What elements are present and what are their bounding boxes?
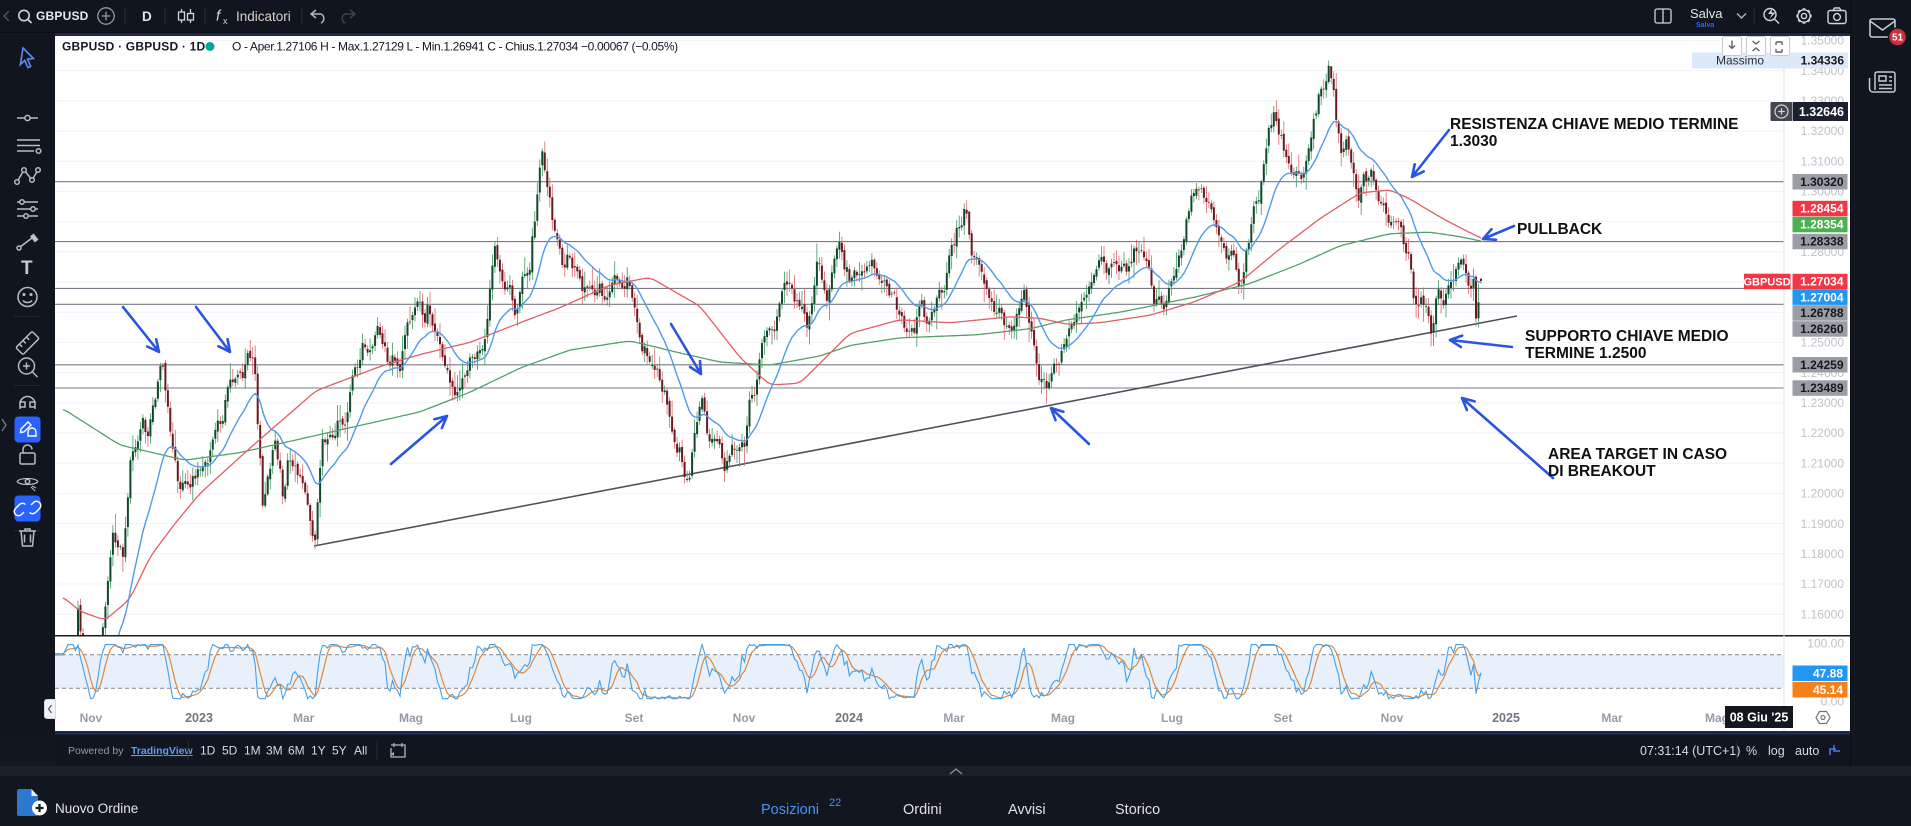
svg-text:Set: Set <box>625 711 644 725</box>
svg-text:1D: 1D <box>200 744 216 758</box>
svg-text:Indicatori: Indicatori <box>236 9 291 24</box>
svg-text:1.25000: 1.25000 <box>1801 336 1845 350</box>
svg-text:Avvisi: Avvisi <box>1008 802 1046 818</box>
svg-text:DI BREAKOUT: DI BREAKOUT <box>1548 463 1656 480</box>
svg-text:1.19000: 1.19000 <box>1801 517 1845 531</box>
svg-text:Nov: Nov <box>1381 711 1404 725</box>
svg-text:5Y: 5Y <box>332 744 347 758</box>
svg-text:TERMINE 1.2500: TERMINE 1.2500 <box>1525 345 1646 362</box>
svg-text:1M: 1M <box>244 744 261 758</box>
svg-text:1.16000: 1.16000 <box>1801 607 1845 621</box>
svg-text:TradingView: TradingView <box>131 745 193 757</box>
svg-text:Mar: Mar <box>1601 711 1623 725</box>
svg-text:Posizioni: Posizioni <box>761 802 819 818</box>
svg-text:Massimo: Massimo <box>1716 54 1764 68</box>
svg-text:SUPPORTO CHIAVE MEDIO: SUPPORTO CHIAVE MEDIO <box>1525 328 1729 345</box>
svg-text:1.26260: 1.26260 <box>1800 322 1844 336</box>
svg-text:1.34336: 1.34336 <box>1801 54 1845 68</box>
svg-text:6M: 6M <box>288 744 305 758</box>
svg-text:Lug: Lug <box>1161 711 1183 725</box>
svg-text:1.35000: 1.35000 <box>1801 36 1845 48</box>
svg-text:1.18000: 1.18000 <box>1801 547 1845 561</box>
svg-text:Nov: Nov <box>733 711 756 725</box>
svg-text:22: 22 <box>829 797 841 809</box>
svg-text:Mag: Mag <box>1051 711 1075 725</box>
svg-text:RESISTENZA CHIAVE MEDIO TERMIN: RESISTENZA CHIAVE MEDIO TERMINE <box>1450 116 1739 133</box>
svg-text:GBPUSD · GBPUSD · 1D: GBPUSD · GBPUSD · 1D <box>62 40 205 54</box>
svg-text:5D: 5D <box>222 744 238 758</box>
svg-text:Ordini: Ordini <box>903 802 942 818</box>
svg-text:D: D <box>142 9 152 24</box>
svg-text:47.88: 47.88 <box>1813 667 1843 681</box>
svg-text:2025: 2025 <box>1492 711 1520 725</box>
svg-text:1.28454: 1.28454 <box>1800 202 1844 216</box>
svg-text:Nuovo Ordine: Nuovo Ordine <box>55 801 138 816</box>
svg-text:GBPUSD: GBPUSD <box>1743 277 1790 289</box>
svg-text:Salva: Salva <box>1690 6 1723 21</box>
svg-text:1.17000: 1.17000 <box>1801 577 1845 591</box>
svg-text:auto: auto <box>1795 744 1819 758</box>
svg-text:1.22000: 1.22000 <box>1801 426 1845 440</box>
svg-text:100.00: 100.00 <box>1807 637 1844 651</box>
svg-text:1.3030: 1.3030 <box>1450 133 1497 150</box>
svg-text:1.21000: 1.21000 <box>1801 456 1845 470</box>
svg-text:1.27034: 1.27034 <box>1800 275 1844 289</box>
svg-text:1.23489: 1.23489 <box>1800 381 1844 395</box>
svg-text:f: f <box>216 8 222 25</box>
svg-text:1.32000: 1.32000 <box>1801 124 1845 138</box>
svg-text:45.14: 45.14 <box>1813 683 1843 697</box>
svg-text:Mar: Mar <box>943 711 965 725</box>
svg-text:Powered by: Powered by <box>68 745 124 757</box>
svg-text:2023: 2023 <box>185 711 213 725</box>
svg-text:x: x <box>223 16 228 26</box>
svg-text:3M: 3M <box>266 744 283 758</box>
svg-text:All: All <box>354 744 367 758</box>
svg-text:1.27004: 1.27004 <box>1800 290 1844 304</box>
svg-text:1.28354: 1.28354 <box>1800 218 1844 232</box>
svg-text:O - Aper.1.27106 H - Max.1.271: O - Aper.1.27106 H - Max.1.27129 L - Min… <box>232 40 678 54</box>
svg-text:Storico: Storico <box>1115 802 1160 818</box>
svg-text:51: 51 <box>1892 33 1904 44</box>
svg-text:1.28338: 1.28338 <box>1800 235 1844 249</box>
svg-text:1.26788: 1.26788 <box>1800 306 1844 320</box>
svg-text:Mag: Mag <box>1705 711 1729 725</box>
svg-text:08 Giu '25: 08 Giu '25 <box>1730 711 1789 725</box>
svg-text:Mar: Mar <box>293 711 315 725</box>
svg-text:AREA TARGET IN CASO: AREA TARGET IN CASO <box>1548 446 1727 463</box>
svg-text:1.32646: 1.32646 <box>1799 105 1844 119</box>
svg-text:1Y: 1Y <box>311 744 326 758</box>
svg-text:1.20000: 1.20000 <box>1801 487 1845 501</box>
svg-text:1.24259: 1.24259 <box>1800 358 1844 372</box>
svg-text:PULLBACK: PULLBACK <box>1517 221 1603 238</box>
svg-text:T: T <box>21 258 33 279</box>
svg-text:1.23000: 1.23000 <box>1801 396 1845 410</box>
svg-text:Set: Set <box>1274 711 1293 725</box>
svg-text:1.30320: 1.30320 <box>1800 175 1844 189</box>
svg-text:07:31:14 (UTC+1): 07:31:14 (UTC+1) <box>1640 744 1740 758</box>
svg-text:0.00: 0.00 <box>1821 695 1845 709</box>
svg-text:log: log <box>1768 744 1785 758</box>
svg-text:Salva: Salva <box>1696 22 1714 29</box>
svg-text:GBPUSD: GBPUSD <box>36 9 89 23</box>
svg-text:%: % <box>1746 744 1757 758</box>
svg-text:Nov: Nov <box>80 711 103 725</box>
svg-text:Lug: Lug <box>510 711 532 725</box>
svg-text:1.31000: 1.31000 <box>1801 154 1845 168</box>
svg-text:2024: 2024 <box>835 711 863 725</box>
svg-text:Mag: Mag <box>399 711 423 725</box>
